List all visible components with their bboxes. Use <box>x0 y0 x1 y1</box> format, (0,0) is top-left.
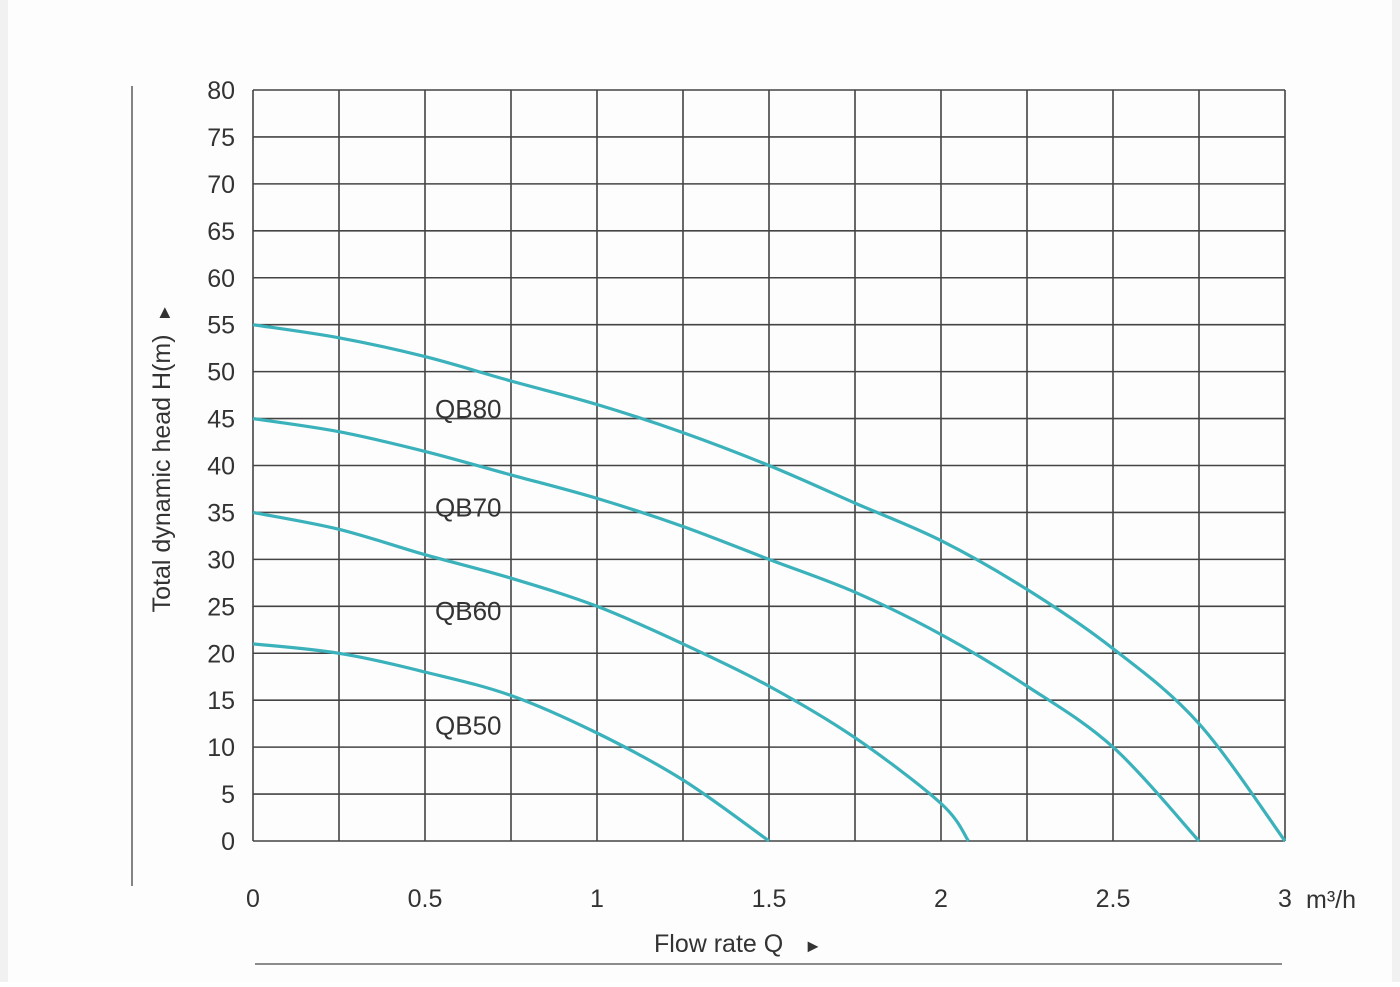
curve-qb80 <box>252 323 1287 842</box>
y-axis-arrow: ► <box>154 304 174 322</box>
series-labels: QB80 QB70 QB60 QB50 <box>435 394 502 740</box>
x-axis-title: Flow rate Q ► <box>654 930 822 958</box>
x-axis-unit: m³/h <box>1306 886 1356 914</box>
y-axis-title: Total dynamic head H(m) ► <box>148 304 176 613</box>
series-label-qb80: QB80 <box>435 394 502 424</box>
y-tick-label: 65 <box>207 218 235 246</box>
frame-lines <box>131 86 1282 965</box>
y-tick-label: 5 <box>221 781 235 809</box>
y-tick-label: 0 <box>221 828 235 856</box>
y-tick-label: 50 <box>207 359 235 387</box>
x-tick-label: 3 <box>1278 885 1292 913</box>
y-tick-label: 60 <box>207 265 235 293</box>
curve-qb70 <box>252 417 1201 843</box>
grid <box>252 89 1286 842</box>
y-tick-label: 45 <box>207 406 235 434</box>
series-label-qb70: QB70 <box>435 493 502 523</box>
series-label-qb60: QB60 <box>435 596 502 626</box>
x-tick-label: 0 <box>246 885 260 913</box>
x-tick-labels: 0 0.5 1 1.5 2 2.5 3 <box>246 885 1292 913</box>
y-tick-label: 35 <box>207 499 235 527</box>
y-tick-label: 20 <box>207 640 235 668</box>
y-tick-label: 25 <box>207 593 235 621</box>
y-tick-label: 80 <box>207 77 235 105</box>
y-tick-label: 75 <box>207 124 235 152</box>
x-tick-label: 1 <box>590 885 604 913</box>
x-axis-title-text: Flow rate Q <box>654 930 783 958</box>
curve-qb50 <box>252 642 770 843</box>
x-tick-label: 1.5 <box>752 885 787 913</box>
y-tick-label: 55 <box>207 312 235 340</box>
y-tick-label: 15 <box>207 687 235 715</box>
x-tick-label: 2 <box>934 885 948 913</box>
series-curves <box>252 323 1287 843</box>
curve-qb60 <box>252 510 970 842</box>
y-tick-label: 40 <box>207 453 235 481</box>
series-label-qb50: QB50 <box>435 711 502 741</box>
x-axis-arrow: ► <box>804 936 822 956</box>
y-tick-label: 10 <box>207 734 235 762</box>
y-axis-title-text: Total dynamic head H(m) <box>148 334 176 612</box>
y-tick-label: 70 <box>207 171 235 199</box>
y-tick-label: 30 <box>207 546 235 574</box>
x-tick-label: 2.5 <box>1096 885 1131 913</box>
x-tick-label: 0.5 <box>408 885 443 913</box>
